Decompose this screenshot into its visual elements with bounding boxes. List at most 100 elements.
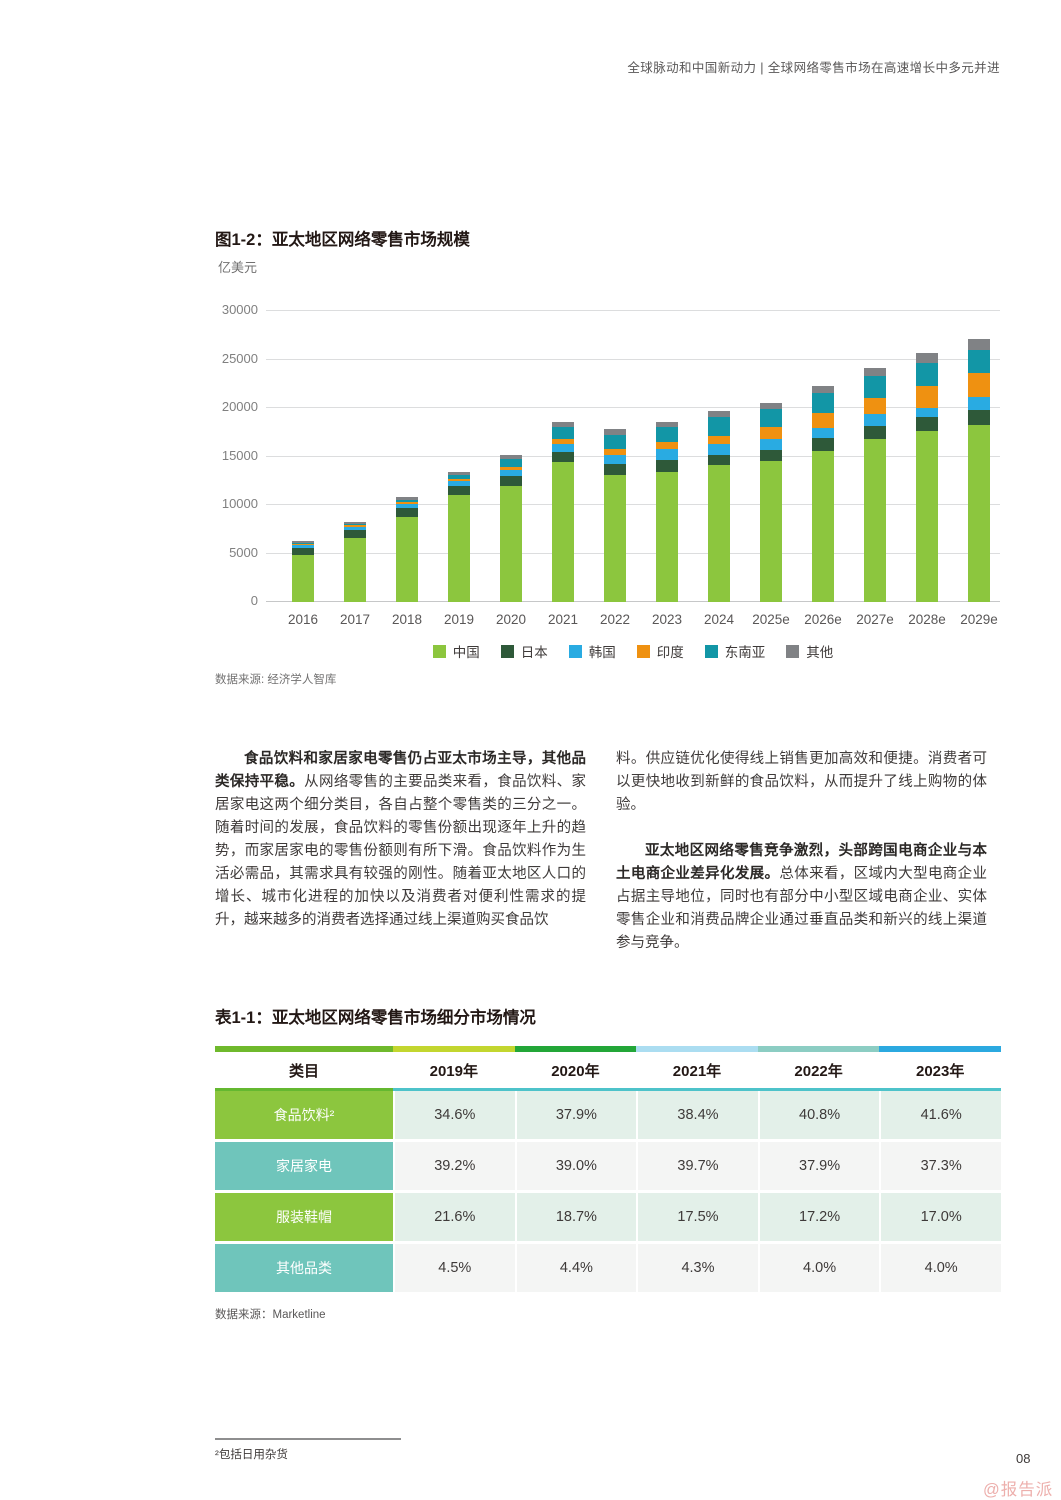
row-value-cell: 4.4% <box>516 1244 637 1292</box>
bar-segment-东南亚 <box>344 523 366 526</box>
legend-swatch-icon <box>704 644 718 658</box>
y-tick-label: 0 <box>250 593 258 608</box>
bar-segment-其他 <box>864 368 886 376</box>
legend-item-印度: 印度 <box>636 641 684 661</box>
bar-segment-东南亚 <box>396 499 418 503</box>
legend-label: 印度 <box>656 645 684 660</box>
table-row: 服装鞋帽 21.6% 18.7% 17.5% 17.2% 17.0% <box>215 1193 1001 1241</box>
bar-2023 <box>656 311 678 602</box>
column-header: 2021年 <box>672 1062 722 1080</box>
row-value-cell: 17.2% <box>759 1193 880 1241</box>
bar-segment-印度 <box>552 439 574 444</box>
bar-segment-日本 <box>344 529 366 538</box>
bar-2016 <box>292 311 314 602</box>
x-tick-label: 2016 <box>287 612 319 627</box>
bar-segment-东南亚 <box>864 376 886 398</box>
row-value-cell: 4.5% <box>395 1244 515 1292</box>
x-tick-label: 2023 <box>651 612 683 627</box>
bar-segment-中国 <box>968 424 990 602</box>
bar-2020 <box>500 311 522 602</box>
row-value-cell: 4.3% <box>638 1244 758 1292</box>
separator-segment <box>215 1088 393 1091</box>
bar-segment-中国 <box>916 431 938 602</box>
x-tick-label: 2021 <box>547 612 579 627</box>
row-value-cell: 39.2% <box>395 1142 515 1190</box>
row-category-cell: 服装鞋帽 <box>215 1193 393 1241</box>
bar-segment-韩国 <box>344 526 366 530</box>
bar-segment-印度 <box>396 502 418 504</box>
x-tick-label: 2024 <box>703 612 735 627</box>
table-row: 其他品类 4.5% 4.4% 4.3% 4.0% 4.0% <box>215 1244 1001 1292</box>
legend-swatch-icon <box>500 644 514 658</box>
footnote-text: ²包括日用杂货 <box>215 1449 288 1461</box>
legend-label: 中国 <box>452 645 480 660</box>
legend-swatch-icon <box>568 644 582 658</box>
table-body: 食品饮料² 34.6% 37.9% 38.4% 40.8% 41.6% 家居家电 39.2% 3… <box>215 1091 1001 1292</box>
bar-segment-东南亚 <box>916 362 938 386</box>
bar-segment-日本 <box>604 463 626 475</box>
bar-segment-中国 <box>396 516 418 602</box>
bar-segment-其他 <box>916 352 938 363</box>
bar-2029e <box>968 311 990 602</box>
bar-2017 <box>344 311 366 602</box>
bar-segment-日本 <box>812 438 834 451</box>
legend-item-其他: 其他 <box>786 641 833 661</box>
bar-segment-其他 <box>500 454 522 460</box>
x-tick-label: 2028e <box>908 612 946 627</box>
bar-segment-日本 <box>448 486 470 496</box>
bar-segment-韩国 <box>812 427 834 439</box>
y-tick-label: 15000 <box>221 447 258 463</box>
chart-legend: 中国 日本 韩国 印度 东南亚 其他 <box>266 641 1000 661</box>
gridline <box>266 407 1000 408</box>
segment-table: 类目 2019年 2020年 2021年 2022年 2023年 食品饮料² 34.6% 37… <box>215 1046 1001 1292</box>
page-header: 全球脉动和中国新动力 | 全球网络零售市场在高速增长中多元并进 <box>627 61 1000 75</box>
bar-2026e <box>812 311 834 602</box>
bar-segment-日本 <box>500 475 522 487</box>
paragraph-2: 亚太地区网络零售竞争激烈，头部跨国电商企业与本土电商企业差异化发展。总体来看，区… <box>616 840 987 955</box>
bar-segment-其他 <box>448 472 470 476</box>
bar-2025e <box>760 311 782 602</box>
bar-segment-印度 <box>864 397 886 415</box>
gridline <box>266 601 1000 602</box>
column-header: 2020年 <box>551 1062 600 1080</box>
chart-title: 图1-2：亚太地区网络零售市场规模 <box>215 231 470 249</box>
bar-segment-日本 <box>708 455 730 466</box>
row-value-cell: 34.6% <box>395 1091 515 1139</box>
legend-item-东南亚: 东南亚 <box>704 641 765 661</box>
gridline <box>266 504 1000 505</box>
bar-segment-印度 <box>916 385 938 408</box>
row-value-cell: 21.6% <box>395 1193 515 1241</box>
column-header: 2023年 <box>915 1062 965 1080</box>
bar-segment-印度 <box>968 373 990 398</box>
bar-segment-印度 <box>812 413 834 428</box>
bar-segment-印度 <box>344 525 366 527</box>
bar-segment-中国 <box>760 460 782 602</box>
bar-segment-韩国 <box>708 443 730 456</box>
column-header: 2019年 <box>429 1062 478 1080</box>
bar-segment-东南亚 <box>968 349 990 374</box>
bar-segment-印度 <box>500 466 522 470</box>
bar-segment-韩国 <box>500 469 522 476</box>
bar-segment-中国 <box>864 439 886 602</box>
y-tick-label: 5000 <box>229 544 258 560</box>
bar-segment-印度 <box>760 427 782 439</box>
bar-2019 <box>448 311 470 602</box>
paragraph-1-continued: 料。供应链优化使得线上销售更加高效和便捷。消费者可以更快地收到新鲜的食品饮料，从… <box>616 751 987 813</box>
bar-segment-日本 <box>916 416 938 432</box>
bar-segment-东南亚 <box>656 427 678 443</box>
bar-segment-其他 <box>552 421 574 427</box>
bar-segment-其他 <box>396 497 418 500</box>
row-value-cell: 37.9% <box>759 1142 880 1190</box>
bar-segment-韩国 <box>656 449 678 461</box>
bar-segment-印度 <box>656 442 678 450</box>
table-header-separator <box>215 1088 1001 1091</box>
legend-item-日本: 日本 <box>500 641 548 661</box>
body-column-left: 食品饮料和家居家电零售仍占亚太市场主导，其他品类保持平稳。从网络零售的主要品类来… <box>215 748 586 955</box>
x-tick-label: 2019 <box>443 612 475 627</box>
bar-segment-中国 <box>500 486 522 602</box>
row-value-cell: 17.0% <box>881 1193 1001 1241</box>
row-value-cell: 4.0% <box>881 1244 1001 1292</box>
bar-segment-东南亚 <box>760 409 782 428</box>
legend-label: 其他 <box>806 645 834 660</box>
